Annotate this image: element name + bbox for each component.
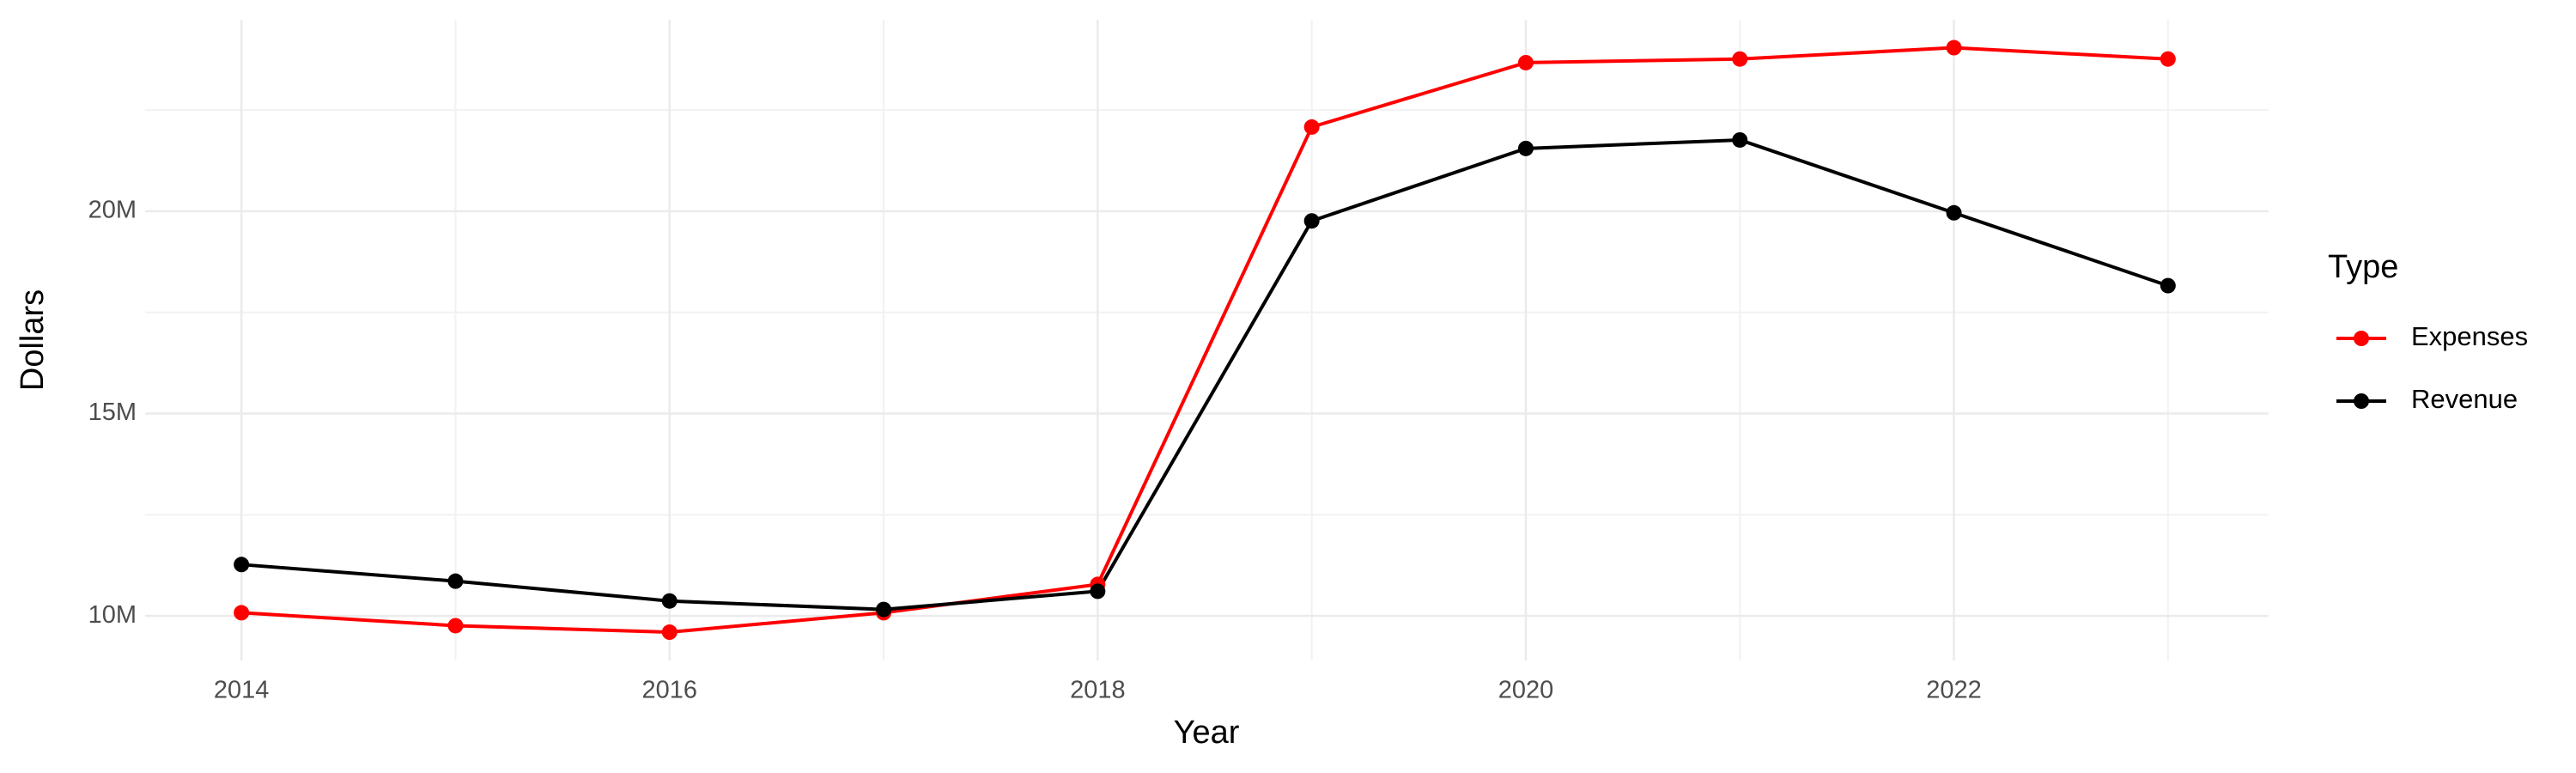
x-tick-label: 2020 (1498, 677, 1554, 704)
legend-title: Type (2328, 249, 2398, 285)
point (1517, 54, 1534, 70)
point (234, 557, 250, 573)
point (1946, 40, 1962, 56)
point (1732, 51, 1748, 67)
point (2160, 277, 2176, 294)
x-tick-label: 2014 (214, 677, 270, 704)
legend-label: Expenses (2411, 321, 2528, 351)
series-line (241, 137, 2169, 612)
point (1090, 583, 1106, 600)
x-tick-label: 2022 (1926, 677, 1982, 704)
point (661, 593, 677, 609)
point (447, 573, 464, 589)
y-axis-title: Dollars (15, 289, 51, 391)
y-tick-label: 20M (88, 197, 137, 224)
y-tick-label: 15M (88, 399, 137, 426)
legend-key-point (2354, 393, 2369, 409)
legend-key-point (2354, 331, 2369, 346)
point (1303, 119, 1320, 135)
point (876, 601, 892, 618)
x-axis-title: Year (1174, 715, 1240, 751)
legend-label: Revenue (2411, 384, 2518, 414)
point (1517, 140, 1534, 156)
x-tick-label: 2018 (1070, 677, 1126, 704)
y-tick-label: 10M (88, 601, 137, 629)
point (2160, 51, 2176, 67)
point (661, 624, 677, 641)
point (1946, 204, 1962, 221)
series-line (241, 46, 2168, 635)
point (447, 618, 464, 634)
x-tick-label: 2016 (642, 677, 698, 704)
point (234, 605, 250, 621)
point (1303, 213, 1320, 229)
point (1732, 131, 1748, 148)
